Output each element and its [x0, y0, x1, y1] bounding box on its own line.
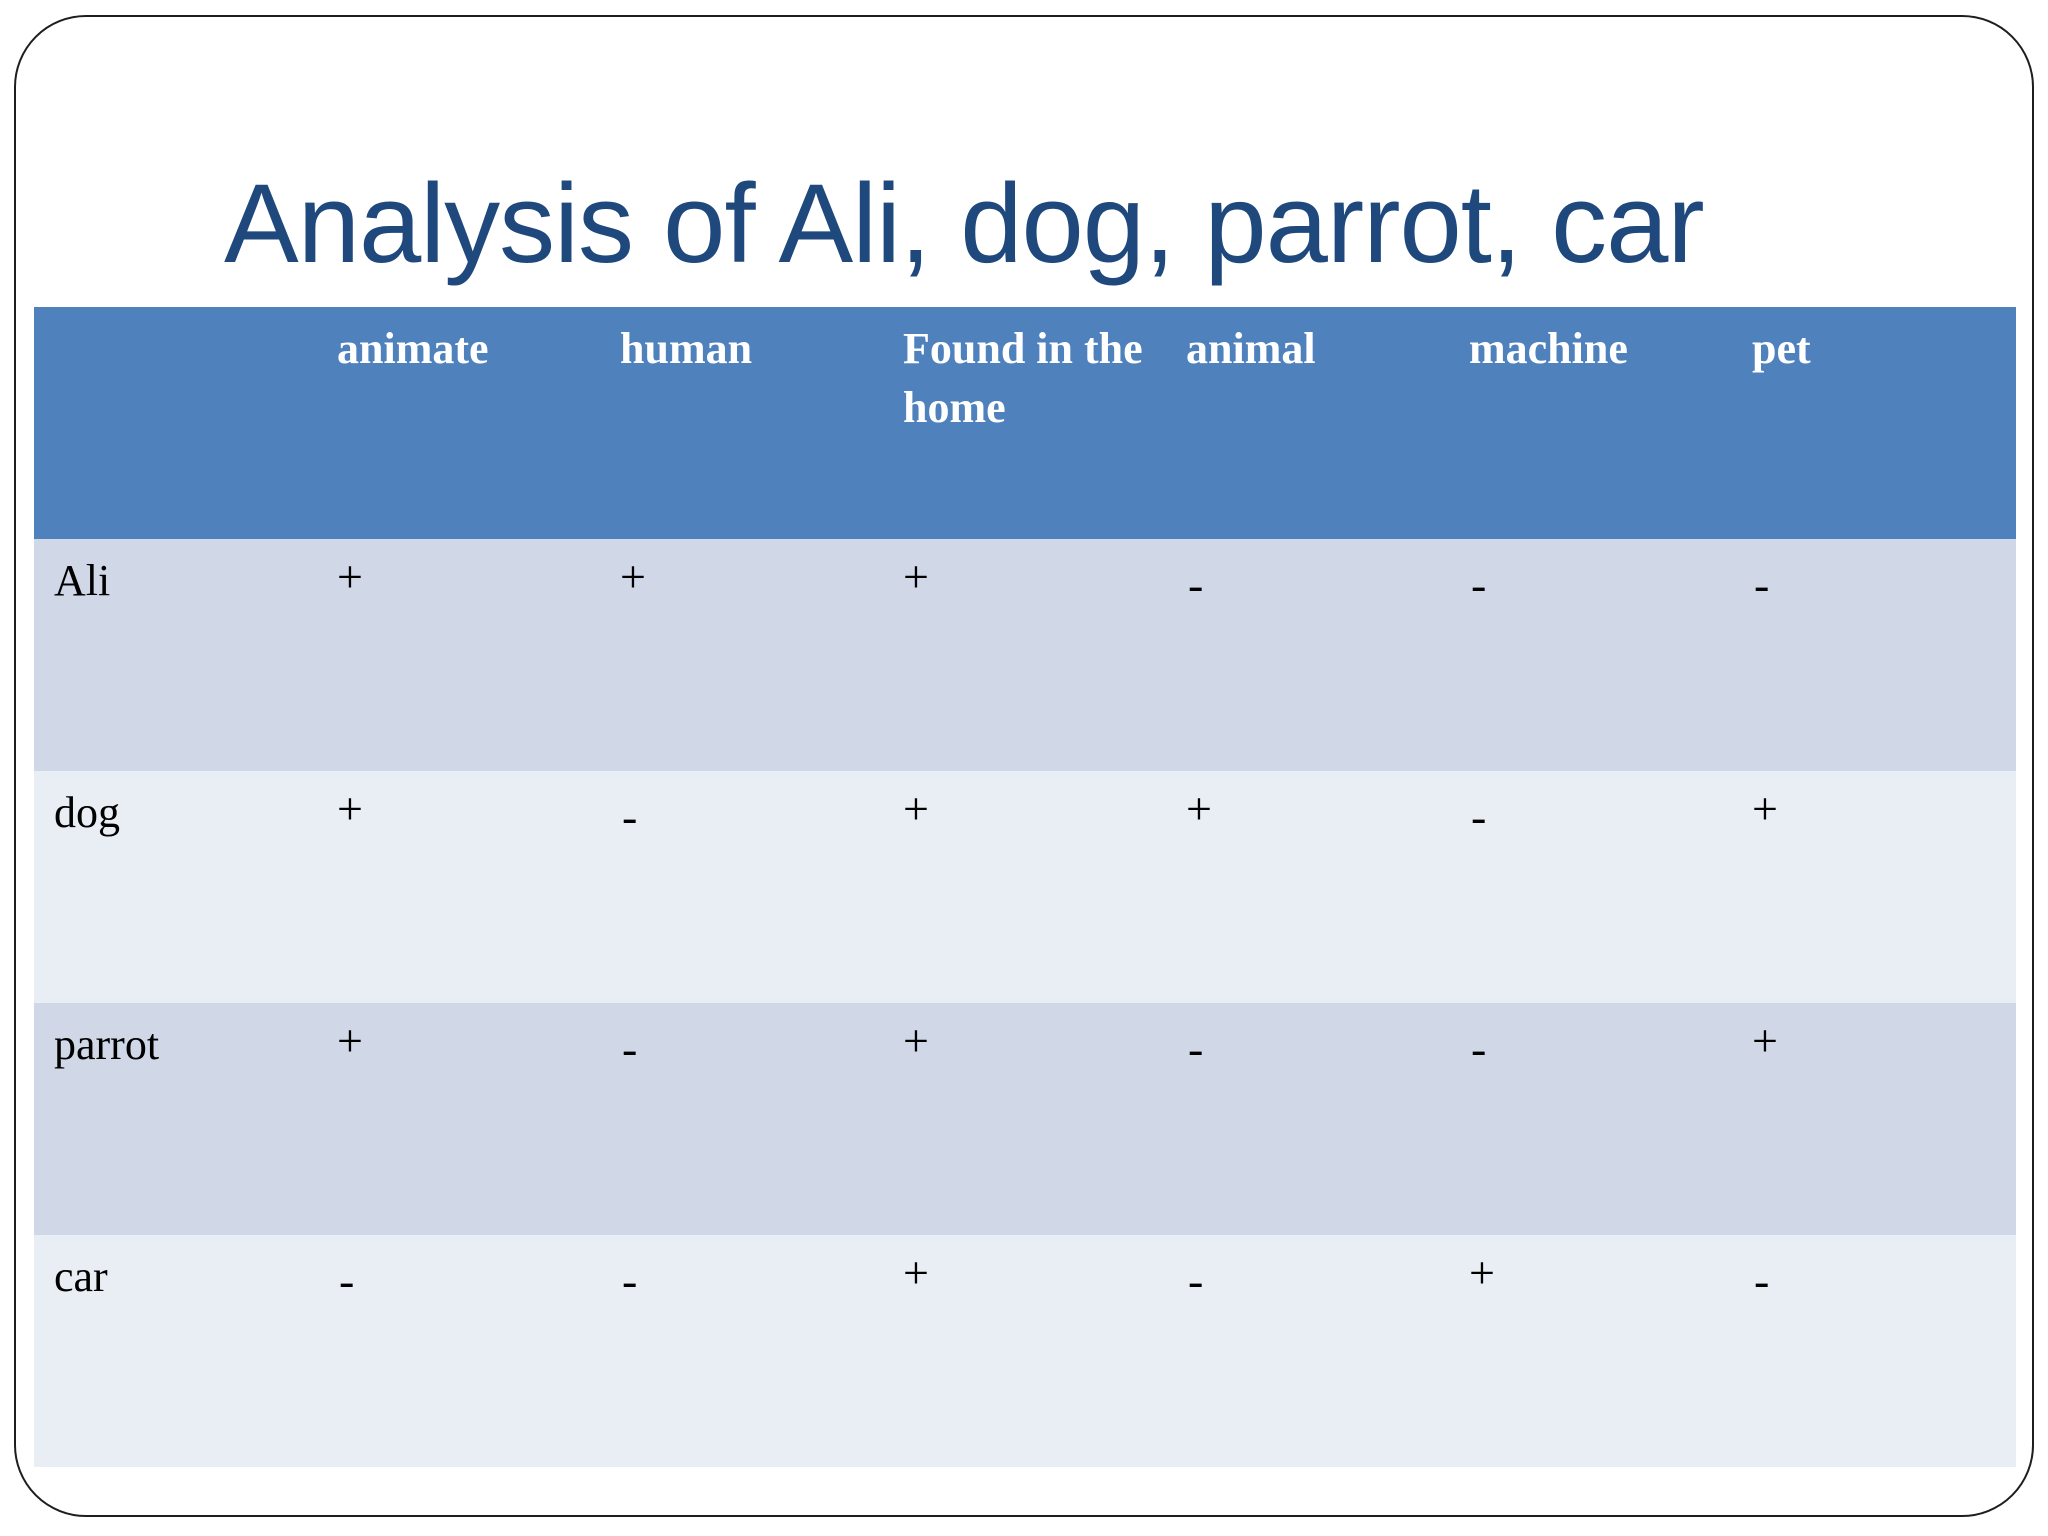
feature-value: +	[903, 783, 929, 834]
table-row-car: car - - + - + -	[34, 1235, 2016, 1467]
feature-value: -	[339, 1255, 355, 1306]
feature-value: -	[1471, 559, 1487, 610]
table-row-parrot: parrot + - + - - +	[34, 1003, 2016, 1235]
row-label: car	[54, 1252, 108, 1301]
table-header-row: animate human Found in the home animal m…	[34, 307, 2016, 539]
feature-analysis-table: animate human Found in the home animal m…	[34, 307, 2016, 1467]
feature-value: +	[337, 551, 363, 602]
header-human: human	[620, 324, 753, 373]
feature-value: -	[622, 791, 638, 842]
row-label: dog	[54, 788, 120, 837]
feature-value: +	[1752, 783, 1778, 834]
feature-value: +	[1469, 1247, 1495, 1298]
feature-value: +	[337, 1015, 363, 1066]
feature-value: +	[903, 551, 929, 602]
table-row-ali: Ali + + + - - -	[34, 539, 2016, 771]
feature-value: +	[620, 551, 646, 602]
feature-value: +	[337, 783, 363, 834]
feature-value: +	[903, 1015, 929, 1066]
header-animate: animate	[337, 324, 489, 373]
row-label: Ali	[54, 556, 111, 605]
header-pet: pet	[1752, 324, 1811, 373]
row-label: parrot	[54, 1020, 160, 1069]
feature-value: -	[1754, 1255, 1770, 1306]
feature-value: -	[1188, 1023, 1204, 1074]
header-found-in-the-home: Found in the home	[903, 324, 1143, 432]
feature-value: -	[1188, 1255, 1204, 1306]
feature-value: -	[622, 1023, 638, 1074]
feature-value: -	[622, 1255, 638, 1306]
feature-value: -	[1754, 559, 1770, 610]
corner-cell	[34, 307, 317, 539]
header-animal: animal	[1186, 324, 1316, 373]
header-machine: machine	[1469, 324, 1628, 373]
feature-value: -	[1471, 1023, 1487, 1074]
feature-value: +	[1186, 783, 1212, 834]
slide-frame	[14, 15, 2034, 1517]
feature-value: -	[1188, 559, 1204, 610]
feature-value: +	[903, 1247, 929, 1298]
feature-value: -	[1471, 791, 1487, 842]
slide-title: Analysis of Ali, dog, parrot, car	[224, 161, 1705, 286]
table-row-dog: dog + - + + - +	[34, 771, 2016, 1003]
feature-value: +	[1752, 1015, 1778, 1066]
